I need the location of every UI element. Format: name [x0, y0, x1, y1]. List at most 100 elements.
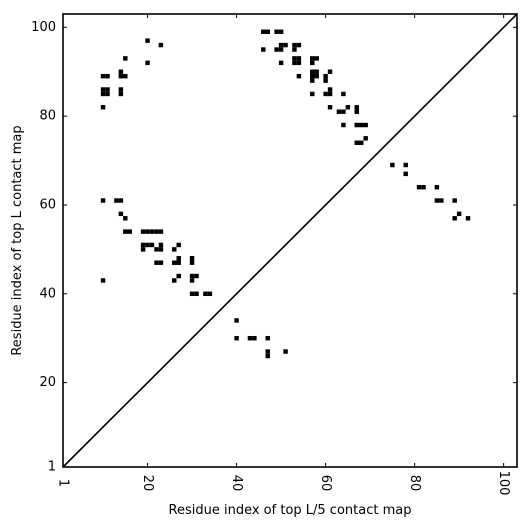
contact-cell-upper [252, 335, 257, 341]
contact-cell-upper [234, 318, 239, 323]
contact-cell-lower [434, 184, 440, 190]
contact-cell-upper [189, 278, 195, 283]
contact-cell-lower [278, 29, 284, 34]
contact-cell-upper [105, 91, 110, 97]
contact-cell-upper [118, 91, 124, 97]
contact-cell-lower [292, 60, 297, 66]
contact-cell-upper [149, 229, 155, 234]
contact-cell-lower [323, 78, 328, 83]
contact-cell-lower [354, 109, 359, 114]
contact-cell-upper [189, 260, 195, 265]
contact-cell-upper [118, 69, 124, 74]
contact-cell-upper [145, 229, 150, 234]
x-tick-label: 80 [407, 475, 422, 492]
contact-cell-lower [456, 211, 462, 217]
contact-cell-lower [341, 109, 346, 114]
contact-cell-upper [283, 349, 288, 354]
plot-frame [62, 13, 518, 468]
contact-cell-lower [354, 122, 359, 128]
contact-cell-lower [327, 91, 333, 97]
contact-cell-upper [105, 73, 110, 79]
contact-cell-upper [207, 291, 213, 297]
y-tick-label: 80 [39, 109, 56, 124]
x-tick-label: 100 [496, 471, 511, 496]
contact-cell-lower [310, 60, 315, 66]
contact-cell-lower [327, 105, 333, 110]
x-tick-label: 60 [318, 475, 333, 492]
contact-cell-lower [261, 29, 266, 34]
contact-cell-lower [292, 56, 297, 61]
contact-cell-lower [296, 56, 302, 61]
contact-cell-upper [145, 60, 150, 66]
x-tick-label: 40 [229, 475, 244, 492]
contact-cell-upper [140, 247, 146, 252]
y-axis-label: Residue index of top L contact map [10, 125, 25, 355]
contact-cell-upper [189, 291, 195, 297]
contact-cell-upper [100, 87, 106, 92]
contact-cell-upper [158, 42, 164, 48]
contact-cell-upper [265, 349, 270, 354]
contact-cell-lower [434, 198, 440, 203]
contact-cell-lower [261, 47, 266, 52]
contact-cell-upper [118, 73, 124, 79]
contact-cell-lower [327, 69, 333, 74]
contact-cell-lower [354, 140, 359, 146]
contact-cell-upper [189, 256, 195, 261]
contact-cell-upper [189, 273, 195, 279]
y-tick-label: 100 [31, 20, 56, 35]
diagonal-line [62, 13, 518, 468]
contact-cell-lower [403, 162, 408, 168]
contact-cell-upper [100, 198, 106, 203]
contact-cell-lower [292, 47, 297, 52]
contact-cell-upper [265, 335, 270, 341]
contact-cell-upper [158, 229, 164, 234]
contact-cell-upper [123, 73, 128, 79]
contact-cell-upper [100, 278, 106, 283]
contact-cell-lower [354, 105, 359, 110]
contact-cell-lower [363, 122, 368, 128]
contact-cell-lower [310, 78, 315, 83]
contact-cell-lower [341, 91, 346, 97]
x-tick-label: 1 [56, 479, 71, 487]
contact-cell-upper [118, 211, 124, 217]
contact-cell-upper [154, 229, 159, 234]
contact-cell-lower [314, 69, 319, 74]
contact-cell-lower [358, 122, 364, 128]
contact-cell-lower [358, 140, 364, 146]
contact-cell-upper [123, 229, 128, 234]
contact-cell-upper [140, 229, 146, 234]
contact-cell-lower [278, 47, 284, 52]
contact-cell-lower [292, 42, 297, 48]
contact-cell-lower [421, 184, 426, 190]
y-tick-label: 40 [39, 286, 56, 301]
contact-cell-lower [403, 171, 408, 177]
contact-cell-lower [310, 56, 315, 61]
contact-cell-lower [278, 42, 284, 48]
contact-marks [100, 29, 471, 359]
contact-cell-upper [145, 242, 150, 248]
contact-cell-upper [194, 291, 199, 297]
contact-cell-upper [158, 247, 164, 252]
contact-cell-lower [439, 198, 444, 203]
contact-cell-lower [390, 162, 395, 168]
contact-cell-upper [154, 247, 159, 252]
contact-cell-upper [234, 335, 239, 341]
contact-cell-lower [336, 109, 342, 114]
contact-cell-lower [345, 105, 351, 110]
contact-cell-lower [278, 60, 284, 66]
contact-cell-upper [100, 105, 106, 110]
contact-cell-lower [310, 69, 315, 74]
contact-cell-upper [176, 256, 181, 261]
contact-cell-upper [203, 291, 208, 297]
contact-cell-lower [323, 73, 328, 79]
contact-cell-lower [265, 29, 270, 34]
contact-cell-lower [296, 73, 302, 79]
contact-cell-upper [123, 56, 128, 61]
contact-cell-lower [274, 47, 279, 52]
contact-cell-lower [452, 216, 457, 221]
contact-cell-lower [465, 216, 471, 221]
contact-cell-upper [172, 278, 177, 283]
contact-cell-lower [283, 42, 288, 48]
contact-cell-upper [149, 242, 155, 248]
